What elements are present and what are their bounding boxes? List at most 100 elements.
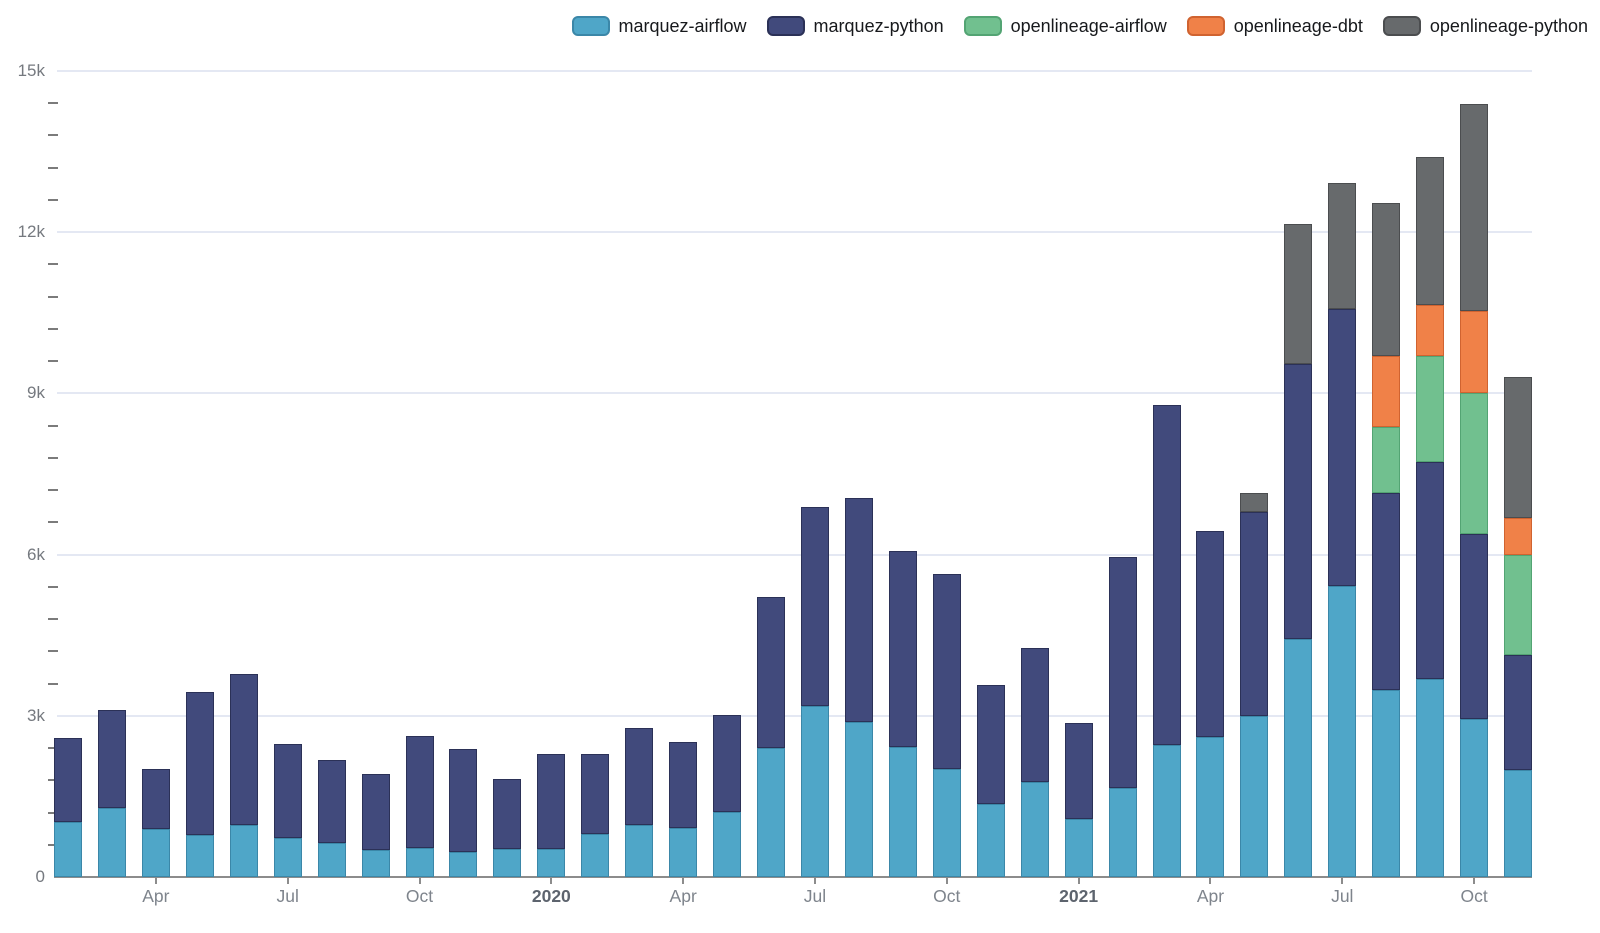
bar-segment-marquez-python[interactable] [932,574,961,769]
bar-segment-marquez-airflow[interactable] [976,803,1005,877]
bar-segment-openlineage-python[interactable] [1240,493,1269,513]
bar-segment-marquez-airflow[interactable] [1152,745,1181,877]
x-axis-tick [682,877,685,884]
legend-item-marquez-python[interactable]: marquez-python [766,16,944,37]
chart-legend: marquez-airflow marquez-python openlineage… [0,12,1588,40]
bar-segment-openlineage-python[interactable] [1416,156,1445,306]
bar-segment-marquez-airflow[interactable] [185,835,214,877]
bar-segment-marquez-python[interactable] [625,727,654,825]
bar-segment-marquez-airflow[interactable] [1328,585,1357,877]
bar-segment-openlineage-python[interactable] [1504,376,1533,518]
bar-segment-marquez-airflow[interactable] [141,829,170,877]
bar-segment-marquez-python[interactable] [1460,533,1489,720]
bar-segment-marquez-python[interactable] [493,778,522,850]
bar-segment-marquez-python[interactable] [449,748,478,852]
bar-segment-marquez-airflow[interactable] [54,822,82,877]
bar-segment-marquez-python[interactable] [97,710,126,808]
bar-segment-marquez-python[interactable] [229,673,258,825]
bar-segment-openlineage-python[interactable] [1460,103,1489,312]
bar-segment-marquez-airflow[interactable] [932,768,961,877]
bar-segment-marquez-airflow[interactable] [361,850,390,877]
bar-segment-marquez-python[interactable] [757,596,786,749]
bar-segment-marquez-python[interactable] [1152,405,1181,746]
bar-segment-marquez-python[interactable] [537,753,566,850]
bar-segment-marquez-python[interactable] [581,753,610,834]
bar-segment-marquez-python[interactable] [844,497,873,723]
bar-segment-marquez-airflow[interactable] [888,746,917,877]
legend-item-openlineage-airflow[interactable]: openlineage-airflow [963,16,1167,37]
bar-segment-marquez-airflow[interactable] [1020,781,1049,877]
bar-segment-marquez-airflow[interactable] [1460,719,1489,877]
bar-segment-marquez-airflow[interactable] [581,834,610,877]
bar-segment-marquez-airflow[interactable] [317,843,346,877]
bar-segment-marquez-python[interactable] [1328,309,1357,586]
bar-segment-openlineage-dbt[interactable] [1416,305,1445,357]
bar-segment-marquez-python[interactable] [1196,531,1225,737]
bar-segment-marquez-python[interactable] [141,768,170,830]
bar-segment-marquez-airflow[interactable] [1416,678,1445,877]
bar-segment-marquez-airflow[interactable] [1240,715,1269,877]
bar-segment-marquez-airflow[interactable] [405,847,434,877]
bar-segment-marquez-airflow[interactable] [1504,770,1533,877]
legend-swatch-icon [1382,16,1421,36]
x-axis-tick-label: Apr [669,886,697,906]
y-gridline [57,70,1532,72]
y-axis-minor-tick [48,263,58,266]
bar-segment-openlineage-airflow[interactable] [1416,356,1445,462]
bar-segment-marquez-airflow[interactable] [493,849,522,877]
bar-segment-marquez-airflow[interactable] [757,748,786,877]
bar-segment-marquez-airflow[interactable] [1108,788,1137,877]
bar-segment-marquez-airflow[interactable] [625,824,654,877]
bar-segment-openlineage-python[interactable] [1372,203,1401,357]
bar-segment-marquez-python[interactable] [361,773,390,851]
bar-segment-marquez-airflow[interactable] [229,824,258,877]
legend-item-openlineage-python[interactable]: openlineage-python [1382,16,1588,37]
bar-segment-marquez-airflow[interactable] [800,705,829,877]
bar-segment-marquez-python[interactable] [1284,364,1313,639]
bar-segment-marquez-python[interactable] [888,551,917,747]
bar-segment-openlineage-dbt[interactable] [1460,311,1489,394]
bar-segment-marquez-airflow[interactable] [844,722,873,877]
bar-segment-marquez-python[interactable] [317,759,346,844]
bar-segment-openlineage-airflow[interactable] [1504,554,1533,655]
bar-segment-marquez-airflow[interactable] [713,811,742,877]
bar-segment-openlineage-dbt[interactable] [1504,517,1533,555]
bar-segment-openlineage-python[interactable] [1284,224,1313,365]
legend-item-openlineage-dbt[interactable]: openlineage-dbt [1186,16,1363,37]
bar-segment-marquez-python[interactable] [800,507,829,706]
bar-segment-marquez-python[interactable] [976,684,1005,804]
bar-segment-marquez-python[interactable] [1108,556,1137,789]
bar-segment-openlineage-dbt[interactable] [1372,356,1401,428]
bar-segment-marquez-airflow[interactable] [1284,638,1313,877]
legend-item-marquez-airflow[interactable]: marquez-airflow [571,16,747,37]
bar-segment-marquez-airflow[interactable] [1196,736,1225,877]
bar-segment-marquez-python[interactable] [1020,647,1049,782]
bar-segment-marquez-python[interactable] [273,743,302,838]
bar-segment-marquez-python[interactable] [1416,461,1445,679]
bar-segment-marquez-airflow[interactable] [669,828,698,877]
bar-segment-marquez-airflow[interactable] [449,851,478,877]
bar-segment-marquez-airflow[interactable] [537,849,566,877]
bar-segment-marquez-airflow[interactable] [1372,690,1401,877]
bar-segment-marquez-python[interactable] [1064,723,1093,819]
bar-segment-openlineage-python[interactable] [1328,183,1357,310]
bar-segment-marquez-python[interactable] [713,714,742,812]
y-axis-minor-tick [48,424,58,427]
bar-segment-openlineage-airflow[interactable] [1460,393,1489,534]
bar-segment-marquez-python[interactable] [405,735,434,848]
bar-segment-marquez-airflow[interactable] [273,837,302,877]
legend-swatch-icon [963,16,1002,36]
y-axis-minor-tick [48,811,58,814]
bar-segment-marquez-python[interactable] [669,741,698,829]
bar-segment-marquez-python[interactable] [185,691,214,836]
bar-segment-marquez-airflow[interactable] [1064,818,1093,877]
bar-segment-marquez-python[interactable] [1372,493,1401,690]
bar-segment-marquez-python[interactable] [1240,512,1269,716]
bar-segment-marquez-airflow[interactable] [97,807,126,877]
bar-segment-marquez-python[interactable] [1504,654,1533,771]
y-axis-minor-tick [48,618,58,621]
y-axis-minor-tick [48,682,58,685]
bar-segment-marquez-python[interactable] [54,737,82,823]
bar-segment-openlineage-airflow[interactable] [1372,427,1401,494]
